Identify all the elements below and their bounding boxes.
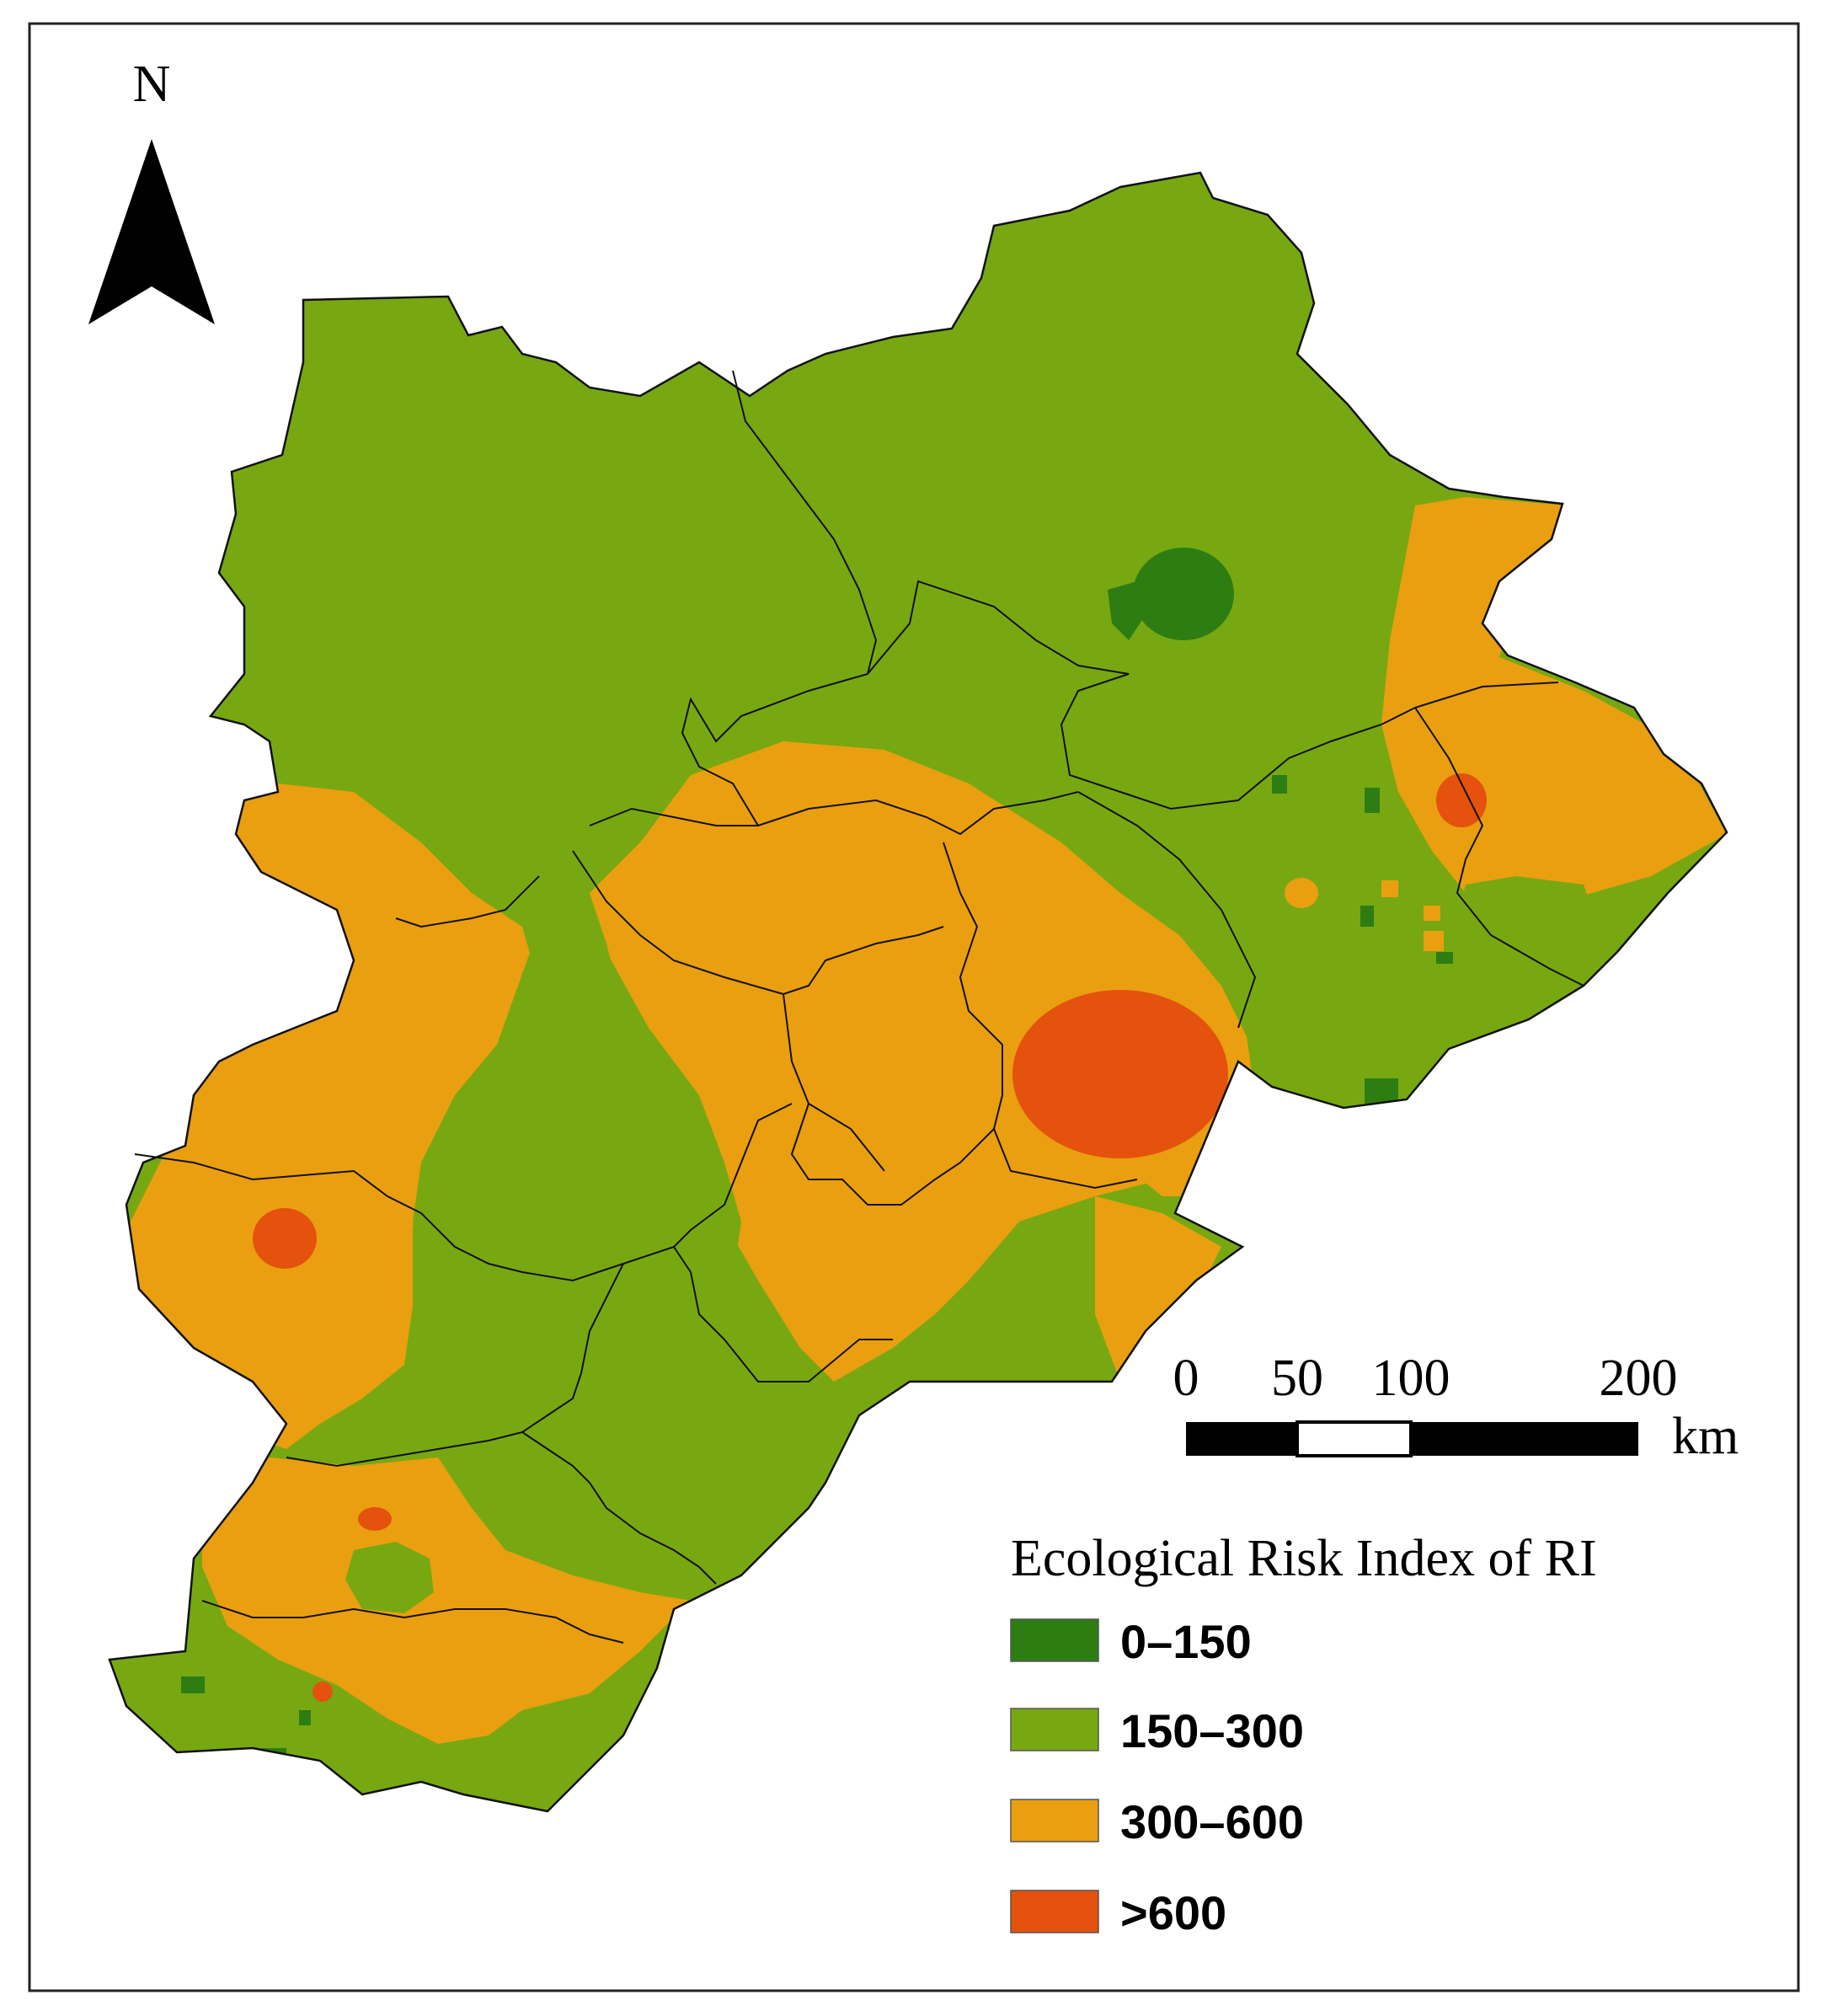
risk-zone-high-northeast — [1436, 773, 1487, 827]
boundary-line-6 — [589, 791, 1079, 836]
boundary-line-10 — [572, 850, 784, 995]
boundary-line-12 — [672, 1103, 893, 1382]
risk-zone-medium-southwest — [202, 1457, 691, 1744]
administrative-boundaries — [134, 370, 1584, 1644]
risk-zone-medium-southeast — [1095, 1196, 1221, 1382]
boundary-line-3 — [1414, 682, 1559, 709]
boundary-line-15 — [521, 1263, 717, 1585]
legend-swatch-300-600 — [1010, 1799, 1099, 1842]
boundary-line-11 — [395, 875, 540, 928]
scale-segment-1 — [1186, 1422, 1297, 1456]
legend-swatch-over-600 — [1010, 1890, 1099, 1933]
risk-patch-medium-1 — [1285, 878, 1318, 908]
boundary-line-14 — [134, 1153, 675, 1282]
risk-zone-very-low-north — [1133, 548, 1234, 640]
legend-swatch-0-150 — [1010, 1618, 1099, 1662]
risk-zone-high-west — [253, 1208, 317, 1269]
risk-zone-very-low-tail — [1108, 581, 1146, 640]
north-arrow-icon — [88, 139, 215, 324]
risk-patch-very-low-1 — [1272, 775, 1287, 794]
risk-patch-medium-4 — [1424, 931, 1444, 951]
scale-segment-3 — [1411, 1422, 1638, 1456]
risk-patch-medium-3 — [1424, 906, 1440, 921]
risk-zone-high-coastal — [1012, 990, 1228, 1158]
risk-patch-medium-2 — [1381, 880, 1398, 897]
risk-zone-high-south — [358, 1507, 392, 1531]
risk-patch-very-low-6 — [181, 1676, 205, 1693]
legend-swatch-150-300 — [1010, 1708, 1099, 1751]
risk-zone-medium-central — [590, 741, 1255, 1382]
scale-tick-100: 100 — [1372, 1350, 1450, 1407]
legend-label-150-300: 150–300 — [1120, 1704, 1304, 1757]
risk-patch-very-low-8 — [299, 1710, 311, 1725]
risk-zone-low-south-strip — [110, 1651, 623, 1811]
legend-label-over-600: >600 — [1120, 1886, 1226, 1939]
risk-zone-low-southwest-island — [345, 1542, 434, 1613]
scale-unit: km — [1672, 1408, 1739, 1465]
risk-patch-very-low-4 — [1436, 952, 1453, 964]
risk-zone-low-middle — [413, 927, 741, 1356]
boundary-line-7 — [1077, 791, 1257, 1029]
boundary-line-4 — [1414, 707, 1584, 987]
boundary-line-1 — [732, 370, 878, 675]
scale-tick-0: 0 — [1173, 1350, 1199, 1407]
legend-label-300-600: 300–600 — [1120, 1795, 1304, 1848]
scale-segment-2 — [1295, 1420, 1413, 1457]
legend-label-0-150: 0–150 — [1120, 1615, 1252, 1668]
risk-patch-very-low-2 — [1365, 788, 1380, 813]
risk-zone-high-southwest — [313, 1682, 333, 1702]
study-area-outline — [108, 171, 1728, 1813]
map-frame — [28, 22, 1800, 1992]
scale-tick-200: 200 — [1600, 1350, 1678, 1407]
scale-bar: 0 50 100 200 km — [1173, 1350, 1739, 1465]
boundary-line-8 — [943, 842, 1138, 1190]
risk-patch-very-low-3 — [1360, 906, 1374, 927]
risk-patch-very-low-5 — [1365, 1078, 1398, 1104]
north-arrow: N — [88, 56, 215, 324]
scale-tick-50: 50 — [1271, 1350, 1323, 1407]
boundary-line-2 — [867, 580, 1416, 810]
boundary-line-5 — [681, 673, 868, 826]
boundary-line-17 — [201, 1600, 624, 1644]
north-label: N — [133, 56, 171, 113]
boundary-line-9 — [782, 926, 995, 1206]
risk-zone-low-northeast-island — [1457, 876, 1600, 994]
risk-zone-medium-northeast — [1381, 497, 1727, 910]
legend-title: Ecological Risk Index of RI — [1011, 1530, 1597, 1587]
legend: Ecological Risk Index of RI 0–150 150–30… — [1010, 1530, 1597, 1939]
boundary-line-13 — [808, 1103, 885, 1172]
boundary-line-16 — [286, 1431, 523, 1468]
